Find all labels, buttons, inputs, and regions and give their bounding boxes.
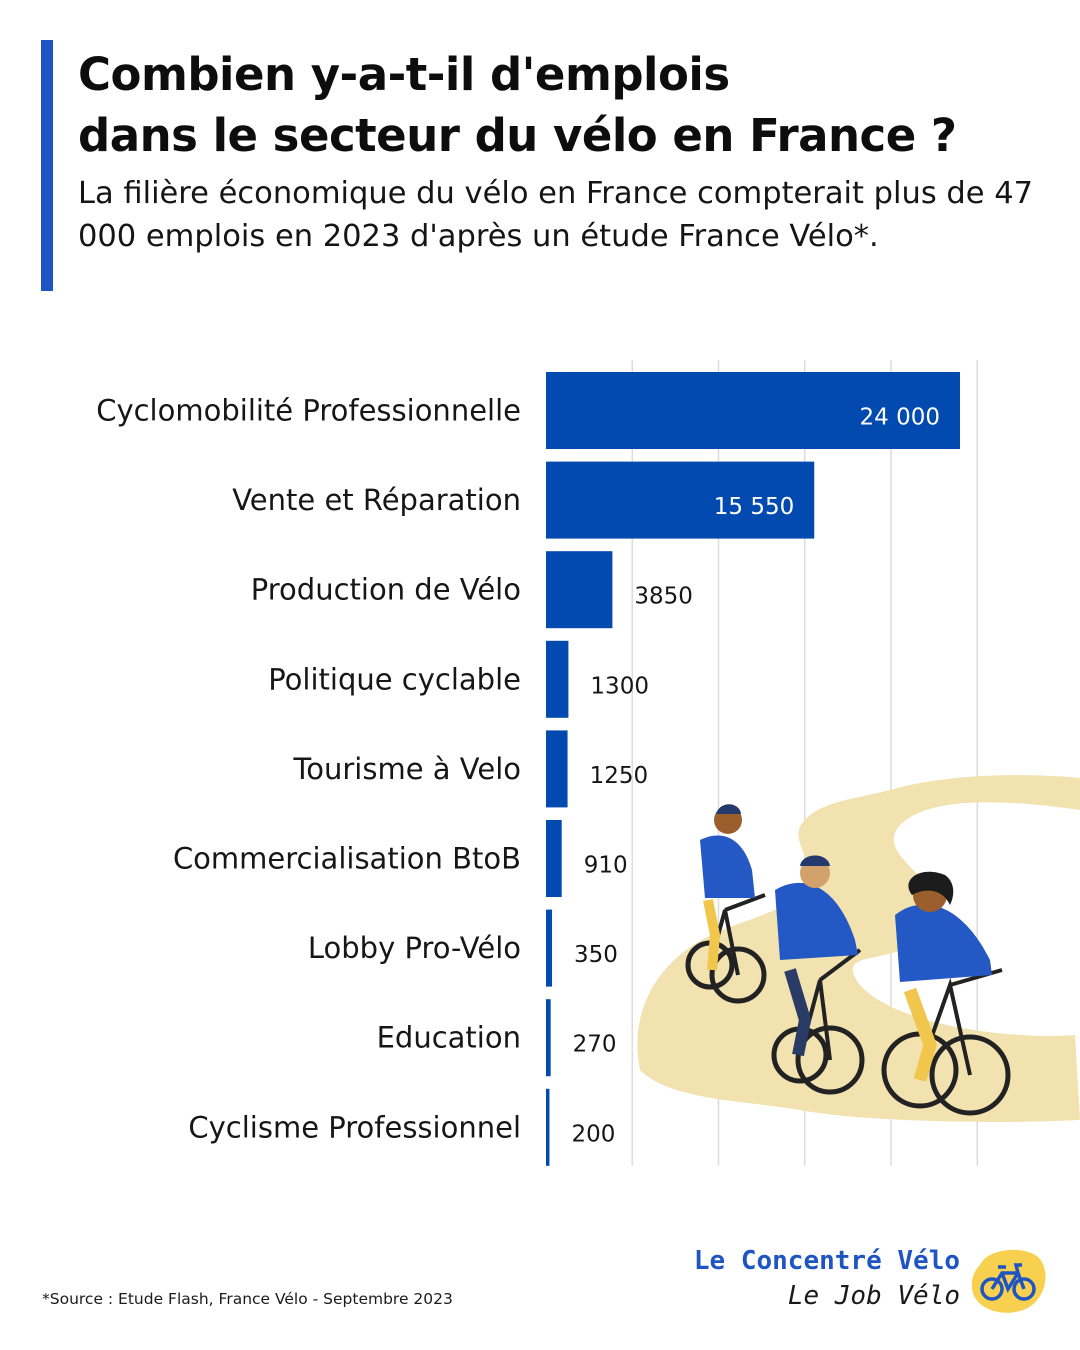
bar (546, 1088, 550, 1166)
page-title: Combien y-a-t-il d'emplois dans le secte… (78, 44, 1058, 166)
value-label: 910 (584, 853, 628, 879)
category-label: Cyclisme Professionnel (188, 1110, 521, 1144)
bar (546, 372, 960, 449)
brand-block: Le Concentré Vélo Le Job Vélo (694, 1243, 960, 1313)
bar (546, 730, 568, 808)
cyclist-1 (685, 804, 767, 1004)
title-accent-bar (41, 40, 53, 291)
category-label: Commercialisation BtoB (173, 842, 521, 876)
subtitle: La filière économique du vélo en France … (78, 176, 1034, 254)
bar (546, 551, 613, 629)
value-label: 200 (571, 1121, 615, 1147)
bicycle-icon (971, 1249, 1046, 1313)
category-label: Lobby Pro-Vélo (308, 931, 521, 965)
cyclists-illustration (637, 775, 1080, 1122)
bar (546, 999, 551, 1077)
bar (546, 909, 553, 987)
title-line-1: Combien y-a-t-il d'emplois (78, 48, 730, 101)
value-label: 15 550 (714, 494, 794, 520)
bar-chart: Cyclomobilité Professionnelle 24 000 Vente… (96, 360, 978, 1166)
title-line-2: dans le secteur du vélo en France ? (78, 109, 957, 162)
value-label: 24 000 (860, 405, 940, 431)
source-footnote: *Source : Etude Flash, France Vélo - Sep… (42, 1290, 453, 1308)
cyclist-2 (771, 855, 865, 1095)
category-label: Cyclomobilité Professionnelle (96, 394, 521, 428)
value-label: 3850 (634, 584, 693, 610)
bar (546, 461, 815, 539)
value-label: 1250 (590, 763, 649, 789)
bar (546, 640, 569, 718)
category-label: Education (377, 1021, 521, 1055)
bar (546, 820, 562, 897)
value-label: 350 (574, 942, 618, 968)
category-label: Tourisme à Velo (292, 752, 521, 786)
value-label: 1300 (590, 673, 649, 699)
cyclist-3 (881, 871, 1011, 1116)
value-label: 270 (573, 1032, 617, 1058)
category-label: Vente et Réparation (232, 483, 521, 517)
brand-name: Le Concentré Vélo (693, 1246, 960, 1276)
category-label: Production de Vélo (251, 573, 521, 607)
category-label: Politique cyclable (268, 662, 521, 696)
brand-subtitle: Le Job Vélo (787, 1281, 960, 1311)
